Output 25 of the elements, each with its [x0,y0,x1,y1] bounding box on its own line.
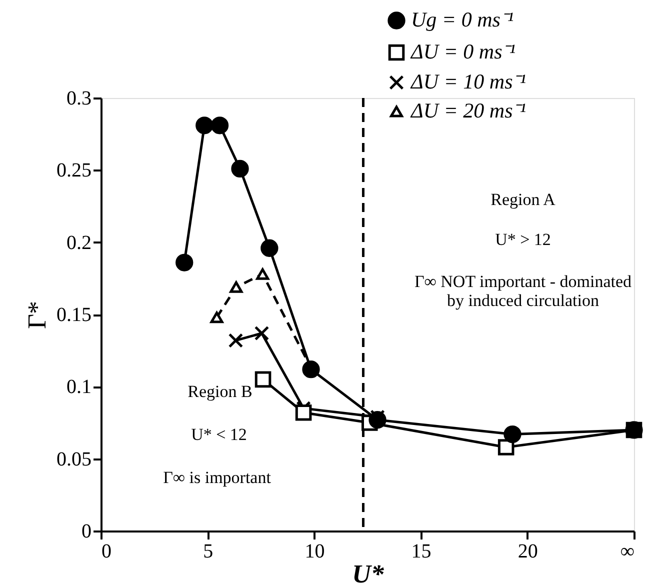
y-tick-label: 0.1 [66,376,92,398]
y-tick-label: 0.05 [56,448,92,470]
annotation: Region A [490,190,556,209]
annotation: Γ∞ is important [163,468,272,487]
y-tick-label: 0.25 [56,160,92,182]
legend-label: ΔU = 10 ms⁻¹ [410,70,526,94]
legend-label: Ug = 0 ms⁻¹ [411,8,514,32]
y-tick-label: 0.2 [66,232,92,254]
annotation: Γ∞ NOT important - dominated by induced circulation [414,272,632,310]
legend-label: ΔU = 20 ms⁻¹ [410,98,526,122]
annotation: Region B [188,382,252,401]
y-tick-label: 0.15 [56,304,92,326]
x-tick-label: 20 [518,540,538,562]
x-tick-label: 15 [411,540,432,562]
x-axis-title: U* [352,560,385,587]
y-tick-label: 0.3 [66,88,92,110]
x-tick-label: 0 [102,540,112,562]
x-tick-label: ∞ [620,540,634,562]
annotation: U* < 12 [191,425,247,444]
legend-label: ΔU = 0 ms⁻¹ [410,40,516,64]
annotation: U* > 12 [495,230,551,249]
x-tick-label: 10 [304,540,325,562]
x-tick-label: 5 [203,540,214,562]
y-axis-title: Γ* [22,300,52,330]
y-tick-label: 0 [82,520,92,542]
